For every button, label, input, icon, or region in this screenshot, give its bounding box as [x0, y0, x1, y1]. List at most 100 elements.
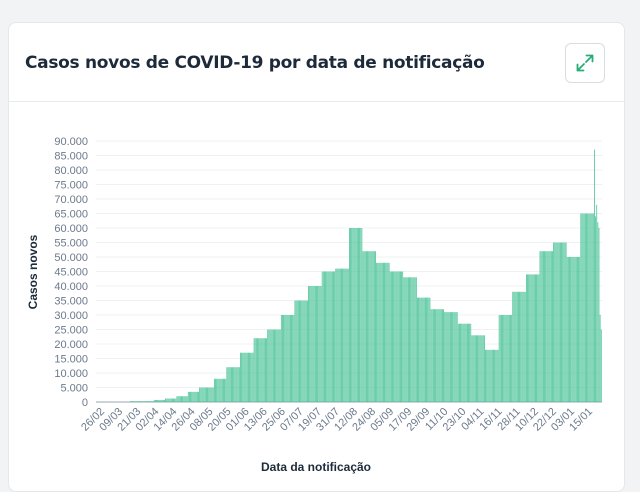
- bar[interactable]: [596, 204, 598, 402]
- bar[interactable]: [231, 367, 232, 402]
- bar[interactable]: [299, 300, 300, 403]
- bar[interactable]: [401, 271, 402, 403]
- bar[interactable]: [431, 309, 433, 402]
- bar[interactable]: [516, 291, 518, 402]
- bar[interactable]: [176, 396, 178, 402]
- bar[interactable]: [415, 277, 417, 402]
- bar[interactable]: [196, 391, 198, 402]
- bar[interactable]: [192, 391, 194, 402]
- bar[interactable]: [203, 387, 205, 403]
- bar[interactable]: [531, 274, 533, 402]
- bar[interactable]: [145, 401, 147, 402]
- bar[interactable]: [184, 396, 186, 402]
- bar[interactable]: [409, 277, 410, 402]
- bar[interactable]: [248, 352, 249, 402]
- bar[interactable]: [296, 300, 298, 403]
- bar[interactable]: [141, 401, 143, 402]
- bar[interactable]: [178, 396, 180, 402]
- bar[interactable]: [412, 277, 414, 402]
- bar[interactable]: [393, 271, 395, 403]
- bar[interactable]: [439, 309, 441, 402]
- bar[interactable]: [383, 262, 384, 402]
- bar[interactable]: [262, 338, 264, 402]
- bar[interactable]: [498, 315, 500, 402]
- bar[interactable]: [286, 315, 288, 402]
- bar[interactable]: [369, 251, 371, 402]
- bar[interactable]: [233, 367, 235, 402]
- bar[interactable]: [183, 396, 185, 402]
- bar[interactable]: [371, 251, 373, 402]
- bar[interactable]: [582, 213, 584, 403]
- bar[interactable]: [566, 257, 568, 402]
- bar[interactable]: [540, 251, 542, 402]
- bar[interactable]: [486, 349, 488, 402]
- bar[interactable]: [520, 291, 522, 402]
- bar[interactable]: [427, 297, 429, 402]
- bar[interactable]: [160, 399, 162, 402]
- bar[interactable]: [470, 323, 472, 402]
- bar[interactable]: [249, 352, 250, 402]
- bar[interactable]: [229, 367, 231, 402]
- bar[interactable]: [494, 349, 496, 402]
- bar[interactable]: [255, 338, 257, 402]
- bar[interactable]: [451, 312, 452, 402]
- bar[interactable]: [425, 297, 426, 402]
- bar[interactable]: [459, 323, 460, 402]
- bar[interactable]: [313, 286, 315, 402]
- bar[interactable]: [271, 329, 273, 403]
- bar[interactable]: [354, 228, 356, 402]
- bar[interactable]: [481, 335, 483, 402]
- bar[interactable]: [456, 312, 458, 402]
- bar[interactable]: [560, 242, 561, 403]
- bar[interactable]: [209, 387, 211, 403]
- bar[interactable]: [329, 271, 331, 403]
- bar[interactable]: [131, 401, 132, 402]
- bar[interactable]: [413, 277, 415, 402]
- bar[interactable]: [225, 378, 227, 402]
- bar[interactable]: [147, 401, 148, 402]
- bar[interactable]: [586, 213, 587, 403]
- bar[interactable]: [169, 398, 171, 402]
- bar[interactable]: [453, 312, 455, 402]
- bar[interactable]: [235, 367, 237, 402]
- bar[interactable]: [554, 242, 556, 403]
- bar[interactable]: [490, 349, 492, 402]
- bar[interactable]: [167, 398, 169, 402]
- bar[interactable]: [175, 398, 177, 402]
- bar[interactable]: [352, 228, 354, 402]
- bar[interactable]: [462, 323, 464, 402]
- bar[interactable]: [563, 242, 565, 403]
- bar[interactable]: [170, 398, 172, 402]
- bar[interactable]: [314, 286, 316, 402]
- bar[interactable]: [448, 312, 450, 402]
- bar[interactable]: [428, 297, 430, 402]
- bar[interactable]: [236, 367, 238, 402]
- bar[interactable]: [364, 251, 366, 402]
- bar[interactable]: [468, 323, 469, 402]
- bar[interactable]: [338, 268, 340, 402]
- bar[interactable]: [410, 277, 412, 402]
- bar[interactable]: [442, 309, 443, 402]
- bar[interactable]: [226, 367, 228, 402]
- bar[interactable]: [159, 399, 161, 402]
- bar[interactable]: [319, 286, 321, 402]
- bar[interactable]: [590, 213, 592, 403]
- bar[interactable]: [378, 262, 380, 402]
- bar[interactable]: [182, 396, 184, 402]
- bar[interactable]: [174, 398, 176, 402]
- bar[interactable]: [161, 399, 163, 402]
- bar[interactable]: [584, 213, 586, 403]
- bar[interactable]: [376, 262, 378, 402]
- bar[interactable]: [588, 213, 590, 403]
- bar[interactable]: [218, 378, 220, 402]
- bar[interactable]: [162, 399, 164, 402]
- bar[interactable]: [246, 352, 248, 402]
- bar[interactable]: [359, 228, 360, 402]
- bar[interactable]: [300, 300, 302, 403]
- bar[interactable]: [472, 335, 474, 402]
- bar[interactable]: [232, 367, 233, 402]
- bar[interactable]: [272, 329, 274, 403]
- bar[interactable]: [191, 391, 193, 402]
- bar[interactable]: [201, 387, 203, 403]
- bar[interactable]: [581, 213, 583, 403]
